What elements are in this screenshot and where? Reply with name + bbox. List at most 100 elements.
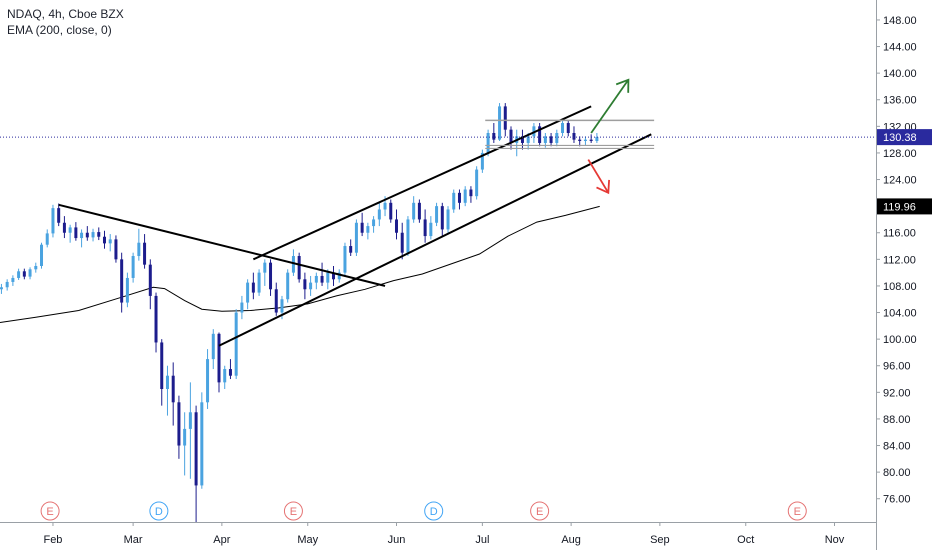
candle — [440, 202, 444, 237]
candle-body — [263, 262, 267, 273]
y-tick-label: 96.00 — [883, 361, 911, 373]
candle-body — [326, 272, 330, 283]
candle-body — [332, 272, 336, 280]
candle — [211, 329, 215, 370]
symbol-title: NDAQ, 4h, Cboe BZX — [7, 7, 124, 21]
x-tick-label: May — [297, 534, 318, 546]
candle — [303, 272, 307, 300]
candle — [11, 275, 15, 286]
candle — [549, 132, 553, 147]
x-tick-label: Apr — [213, 534, 230, 546]
candle — [354, 219, 358, 257]
y-tick-label: 92.00 — [883, 387, 911, 399]
x-tick-label: Oct — [737, 534, 754, 546]
candle — [566, 121, 570, 137]
candle-body — [360, 222, 364, 233]
candle-body — [372, 219, 376, 227]
candle-body — [11, 277, 15, 282]
last-price-badge: 130.38 — [877, 129, 932, 146]
candle-body — [314, 275, 318, 283]
candle — [257, 269, 261, 296]
candle-body — [337, 272, 341, 280]
candle-body — [194, 412, 198, 486]
candle — [240, 295, 244, 320]
candle — [114, 235, 118, 263]
candle-body — [343, 246, 347, 273]
last-price-badge-label: 130.38 — [883, 132, 917, 144]
candle-body — [97, 232, 101, 237]
ema-price-badge-background — [877, 198, 932, 215]
y-tick-label: 108.00 — [883, 281, 917, 293]
candle-body — [257, 272, 261, 293]
candle — [332, 265, 336, 286]
candle-body — [406, 219, 410, 253]
candle-body — [503, 106, 507, 130]
candle — [561, 119, 565, 137]
candle — [457, 189, 461, 210]
candle-body — [297, 256, 301, 280]
candle-body — [486, 132, 490, 153]
candle — [320, 262, 324, 286]
candle — [194, 405, 198, 522]
candle — [469, 186, 473, 203]
candle — [400, 222, 404, 260]
candle-body — [480, 152, 484, 170]
candle-body — [400, 232, 404, 253]
candle-body — [211, 333, 215, 360]
event-label: E — [46, 506, 53, 518]
candle — [269, 259, 273, 296]
candle-body — [188, 412, 192, 429]
candle-body — [148, 264, 152, 296]
candle-body — [429, 222, 433, 237]
event-circle — [283, 501, 303, 521]
ema-layer — [0, 205, 600, 323]
candle — [102, 230, 106, 249]
candle-body — [80, 232, 84, 239]
candle-body — [446, 209, 450, 230]
candle — [165, 365, 169, 416]
candle — [286, 269, 290, 303]
candle-body — [154, 295, 158, 343]
x-tick-label: Jul — [475, 534, 489, 546]
event-marker: D — [424, 501, 444, 521]
candle-body — [51, 208, 55, 234]
x-tick-label: Mar — [124, 534, 143, 546]
candle — [377, 202, 381, 227]
candle-body — [274, 289, 278, 313]
candle — [492, 123, 496, 143]
channel-upper-line — [252, 105, 592, 261]
candle — [417, 199, 421, 223]
ema-line — [0, 205, 600, 323]
y-tick-label: 80.00 — [883, 467, 911, 479]
candle-body — [291, 256, 295, 273]
candle-body — [120, 259, 124, 303]
candle-body — [5, 281, 9, 288]
last-price-badge-background — [877, 129, 932, 146]
y-tick-label: 112.00 — [883, 254, 916, 266]
candle — [200, 392, 204, 489]
candle-body — [417, 202, 421, 220]
time-axis-background — [0, 522, 876, 550]
candle — [120, 252, 124, 313]
candle — [389, 199, 393, 223]
candle-body — [177, 402, 181, 446]
candle — [297, 252, 301, 283]
candle-body — [143, 242, 147, 265]
candle-body — [349, 246, 353, 253]
up-arrow-shaft — [590, 79, 630, 134]
candle — [520, 129, 524, 150]
y-tick-label: 76.00 — [883, 494, 911, 506]
y-tick-label: 124.00 — [883, 175, 917, 187]
candle-body — [17, 271, 21, 278]
y-tick-label: 84.00 — [883, 441, 911, 453]
candle — [17, 268, 21, 280]
y-tick-label: 104.00 — [883, 308, 917, 320]
candle-body — [200, 402, 204, 486]
candle-body — [561, 123, 565, 133]
candle-body — [498, 106, 502, 140]
candle-body — [102, 236, 106, 244]
candle-body — [68, 227, 72, 233]
candle — [177, 395, 181, 459]
